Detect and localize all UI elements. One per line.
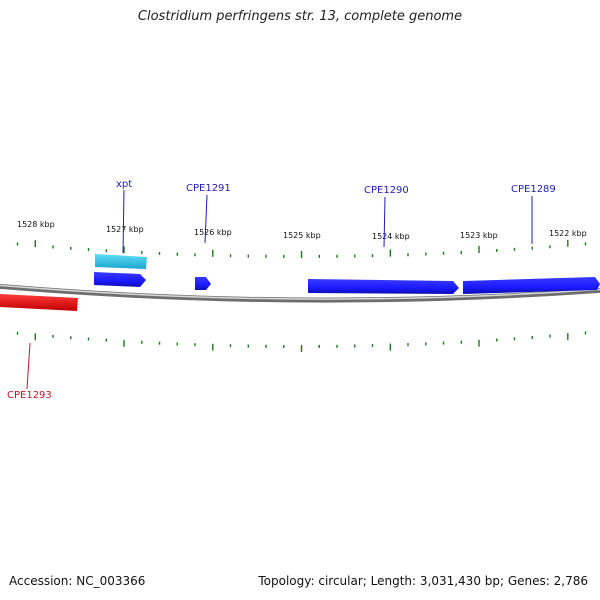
upper-tick-ruler [16, 239, 587, 258]
cpe1293-leader-line [26, 342, 31, 390]
gene-label-cpe1289[interactable]: CPE1289 [511, 184, 556, 195]
gene-cpe1293[interactable] [0, 294, 78, 311]
xpt-leader-line [122, 189, 125, 254]
ruler-label-1525: 1525 kbp [283, 231, 321, 240]
cpe1291-leader-line [204, 194, 208, 244]
gene-cpe1290[interactable] [308, 279, 459, 294]
gene-cpe1289[interactable] [463, 277, 600, 294]
gene-cpe1291-arrow[interactable] [195, 277, 211, 290]
gene-label-cpe1291[interactable]: CPE1291 [186, 183, 231, 194]
gene-label-xpt[interactable]: xpt [116, 179, 132, 190]
ruler-label-1528: 1528 kbp [17, 220, 55, 229]
lower-tick-ruler [16, 331, 587, 352]
gene-xpt-neighbor[interactable] [94, 272, 146, 287]
gene-cpe1293-arrow[interactable] [0, 294, 78, 311]
ruler-label-1526: 1526 kbp [194, 228, 232, 237]
genome-backbone-highlight [0, 284, 600, 300]
ruler-label-1527: 1527 kbp [106, 225, 144, 234]
ruler-label-1523: 1523 kbp [460, 231, 498, 240]
gene-xpt[interactable] [95, 254, 147, 269]
gene-cpe1289-arrow[interactable] [463, 277, 600, 294]
accession-text: Accession: NC_003366 [9, 574, 146, 588]
gene-xpt-arrow[interactable] [95, 254, 147, 269]
gene-cpe1291[interactable] [195, 277, 211, 290]
gene-label-cpe1290[interactable]: CPE1290 [364, 185, 409, 196]
gene-cpe1290-arrow[interactable] [308, 279, 459, 294]
genome-backbone [0, 283, 600, 303]
ruler-label-1522: 1522 kbp [549, 229, 587, 238]
gene-forward-arrow[interactable] [94, 272, 146, 287]
ruler-label-1524: 1524 kbp [372, 232, 410, 241]
gene-label-cpe1293[interactable]: CPE1293 [7, 390, 52, 401]
genome-summary-text: Topology: circular; Length: 3,031,430 bp… [258, 574, 588, 588]
cpe1290-leader-line [383, 196, 386, 248]
genome-title: Clostridium perfringens str. 13, complet… [137, 9, 463, 24]
